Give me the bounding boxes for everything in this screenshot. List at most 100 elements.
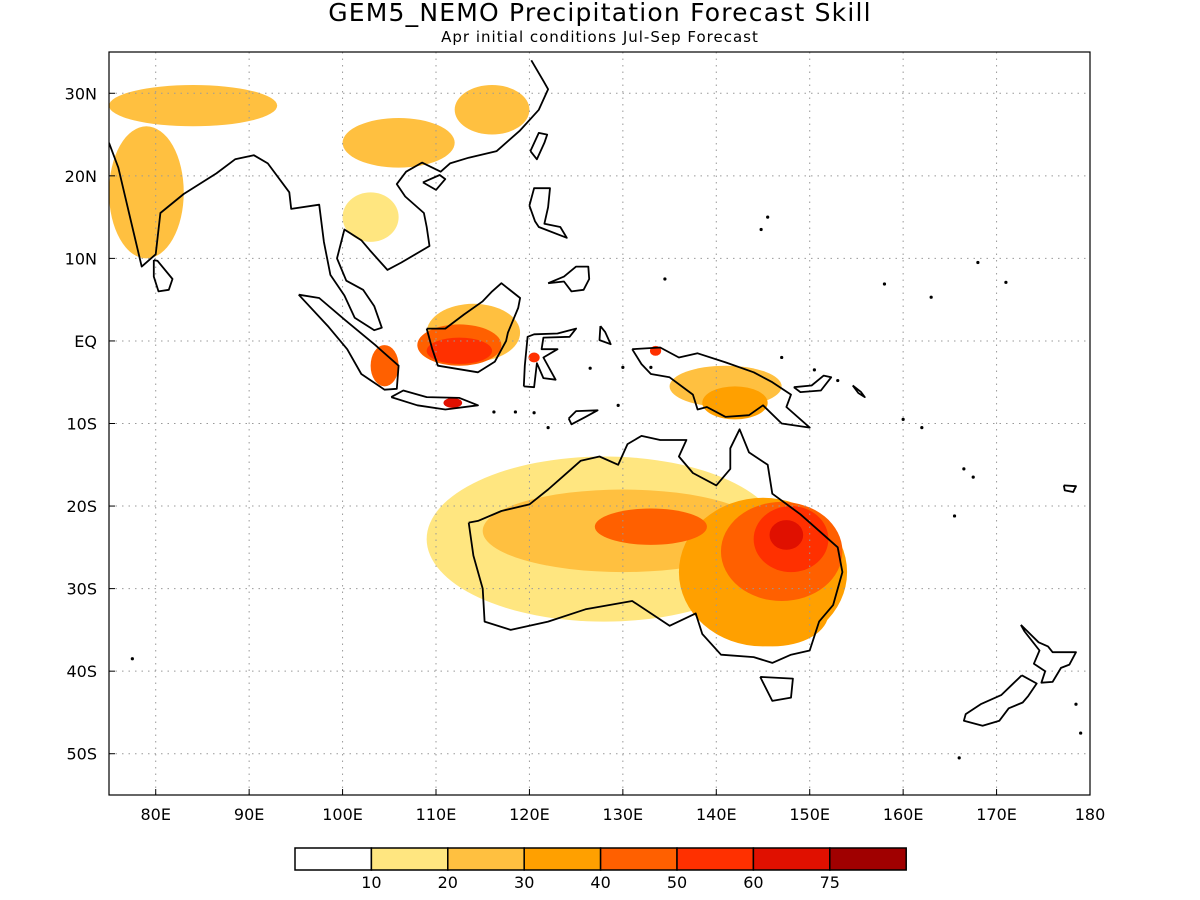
colorbar-label: 75 [820, 873, 840, 892]
colorbar-label: 50 [667, 873, 687, 892]
coastline-mainland-asia [109, 59, 549, 332]
colorbar-swatch [752, 847, 831, 871]
island-speck [546, 426, 550, 430]
island-speck [780, 355, 784, 360]
colorbar-label: 30 [514, 873, 534, 892]
coastline-new-zealand-south [963, 674, 1038, 727]
lat-tick-label: 30S [66, 580, 97, 599]
colorbar-swatch [676, 847, 755, 871]
lat-tick-label: 40S [66, 662, 97, 681]
island-speck [836, 378, 840, 383]
skill-region-new-guinea-south [702, 386, 768, 420]
lon-tick-label: 110E [416, 805, 457, 824]
island-speck [962, 467, 966, 471]
island-speck [957, 756, 961, 760]
skill-region-china-east [454, 85, 530, 135]
skill-region-indochina [342, 192, 399, 242]
colorbar-swatch [447, 847, 525, 871]
coastline-sri-lanka [152, 259, 174, 293]
island-speck [492, 410, 496, 414]
lat-tick-label: 10N [65, 249, 97, 268]
coastline-taiwan [529, 132, 549, 161]
coastline-sulawesi [522, 327, 577, 389]
lat-tick-label: 20S [66, 497, 97, 516]
map-frame [108, 51, 1091, 796]
island-speck [513, 410, 518, 414]
coastline-bougainville [851, 384, 866, 398]
island-speck [1004, 280, 1008, 284]
coastline-borneo [425, 282, 521, 374]
island-speck [901, 417, 905, 421]
skill-region-himalaya-band [109, 85, 278, 127]
coastline-new-zealand-north [1020, 624, 1077, 684]
island-speck [532, 411, 536, 415]
colorbar-swatch [523, 847, 602, 871]
island-speck [588, 366, 592, 370]
lon-tick-label: 100E [322, 805, 363, 824]
lon-tick-label: 170E [976, 805, 1017, 824]
skill-region-sulawesi-spot [528, 352, 540, 363]
coastline-tasmania [759, 676, 794, 702]
colorbar-swatch [294, 847, 373, 871]
coastline-sumatra [298, 293, 400, 391]
lon-tick-label: 90E [234, 805, 264, 824]
island-speck [649, 365, 653, 369]
lat-tick-label: 20N [65, 167, 97, 186]
island-speck [882, 282, 887, 286]
island-speck [920, 426, 924, 430]
skill-region-central-australia-band [594, 508, 707, 545]
colorbar-label: 10 [361, 873, 381, 892]
lat-tick-label: 10S [66, 415, 97, 434]
island-speck [971, 475, 975, 479]
axis-ticks: 80E 90E 100E 110E 120E 130E 140E 150E 160E 170E 18… [65, 84, 1106, 824]
lon-tick-label: 180 [1075, 805, 1106, 824]
colorbar-swatch [599, 847, 678, 871]
island-speck [663, 277, 667, 281]
lat-tick-label: 50S [66, 745, 97, 764]
lon-tick-label: 130E [603, 805, 644, 824]
lat-tick-label: 30N [65, 84, 97, 103]
skill-region-java-east [443, 397, 463, 408]
lon-tick-label: 140E [696, 805, 737, 824]
island-speck [952, 514, 957, 518]
lon-tick-label: 80E [140, 805, 170, 824]
island-speck [766, 215, 770, 219]
island-speck [616, 403, 620, 407]
coastline-new-guinea [631, 346, 811, 429]
lon-tick-label: 120E [509, 805, 550, 824]
gridlines [109, 52, 1090, 795]
skill-region-china-south [342, 118, 455, 168]
colorbar-label: 40 [590, 873, 610, 892]
island-speck [812, 368, 816, 372]
coastline-luzon [528, 187, 568, 239]
lon-tick-label: 160E [883, 805, 924, 824]
page-title: GEM5_NEMO Precipitation Forecast Skill [328, 0, 872, 27]
coastline-australia [467, 428, 844, 664]
skill-region-northeast-australia-core [769, 520, 804, 550]
colorbar: 10 20 30 40 50 60 75 [294, 847, 907, 892]
page-subtitle: Apr initial conditions Jul-Sep Forecast [441, 28, 759, 46]
coastline-mindanao [547, 265, 591, 293]
island-speck [929, 295, 933, 299]
colorbar-label: 20 [438, 873, 458, 892]
coastline-new-britain [793, 374, 833, 393]
coastline-halmahera [598, 325, 612, 346]
skill-region-sumatra-south [370, 345, 399, 387]
coastline-hainan [422, 174, 447, 191]
lat-tick-label: EQ [74, 332, 97, 351]
coastline-timor [567, 409, 599, 426]
skill-region-borneo-core [426, 337, 493, 365]
colorbar-swatch [829, 847, 907, 871]
island-speck [1079, 731, 1083, 735]
island-speck [621, 365, 625, 369]
lon-tick-label: 150E [789, 805, 830, 824]
island-speck [130, 657, 134, 661]
colorbar-swatch [370, 847, 449, 871]
island-speck [759, 227, 763, 232]
colorbar-label: 60 [743, 873, 763, 892]
skill-shading-layer [109, 85, 848, 647]
coastline-fiji [1062, 484, 1077, 493]
skill-region-india-west [109, 126, 184, 259]
island-speck [976, 260, 980, 265]
